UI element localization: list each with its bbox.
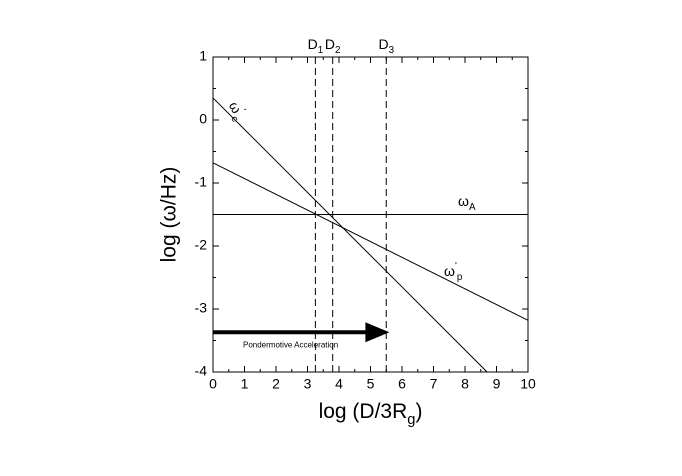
x-tick-label: 7 [430, 376, 438, 392]
y-tick-label: -2 [195, 237, 208, 253]
vline-label-sub: 3 [389, 45, 395, 56]
x-tick-label: 10 [520, 376, 536, 392]
vline-label-sub: 2 [335, 45, 340, 56]
series-label: ω'p [444, 261, 463, 283]
series-label-sub: A [469, 202, 476, 213]
series-label-base: ω [458, 193, 469, 209]
x-axis-label-tail: ) [415, 400, 422, 423]
y-axis-label: log (ω/Hz) [158, 167, 181, 263]
x-tick-label: 0 [209, 376, 217, 392]
x-tick-label: 3 [304, 376, 312, 392]
arrow-label: Pondermotive Acceleration [243, 340, 338, 349]
vline-label-sub: 1 [318, 45, 323, 56]
x-tick-label: 9 [493, 376, 501, 392]
x-axis-label: log (D/3Rg) [319, 400, 423, 428]
series-label: ω'c [222, 98, 250, 124]
x-tick-label: 5 [367, 376, 375, 392]
series-label-sub: p [457, 272, 463, 283]
arrow-head [365, 322, 390, 343]
series-label-sup: ' [455, 261, 457, 272]
series-label-base: ω [444, 263, 455, 279]
series-label: ωA [458, 193, 476, 213]
vline-label-base: D [308, 36, 318, 52]
vline-label: D2 [325, 36, 341, 56]
x-tick-label: 1 [241, 376, 249, 392]
series-label-sup: ' [237, 108, 248, 115]
series-label-sub: c [228, 114, 240, 124]
series-line [212, 162, 529, 321]
y-tick-label: 1 [199, 48, 207, 64]
x-axis-label-text: log (D/3R [319, 400, 408, 423]
vline-label: D3 [378, 36, 394, 56]
x-tick-label: 2 [272, 376, 280, 392]
y-tick-label: -1 [195, 174, 208, 190]
vline-label: D1 [308, 36, 324, 56]
series-line [212, 97, 488, 373]
x-tick-label: 6 [398, 376, 406, 392]
vline-label-base: D [378, 36, 388, 52]
y-tick-label: -4 [195, 363, 208, 379]
x-tick-label: 8 [461, 376, 469, 392]
x-axis-label-sub: g [407, 412, 415, 428]
y-tick-label: -3 [195, 300, 208, 316]
vline-label-base: D [325, 36, 335, 52]
y-tick-label: 0 [199, 111, 207, 127]
x-tick-label: 4 [335, 376, 343, 392]
